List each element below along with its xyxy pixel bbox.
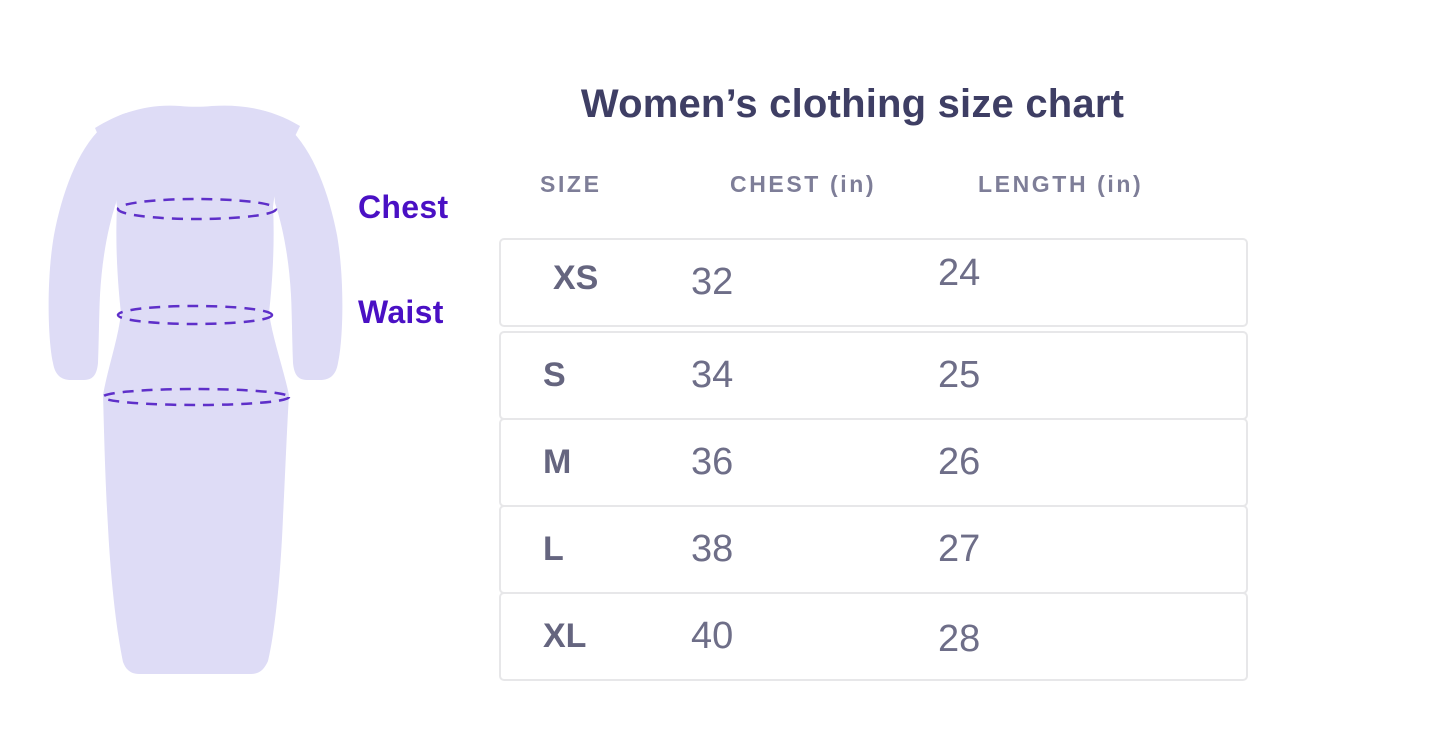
- column-header-size: SIZE: [540, 171, 602, 197]
- table-header-row: SIZE CHEST (in) LENGTH (in): [499, 171, 1248, 201]
- length-cell: 24: [938, 252, 981, 294]
- chest-cell: 40: [691, 615, 734, 657]
- chest-measurement-ellipse: [116, 197, 278, 221]
- dress-right-sleeve: [264, 113, 343, 380]
- hip-measurement-ellipse: [101, 387, 291, 407]
- dress-left-sleeve: [48, 113, 126, 380]
- length-cell: 28: [938, 618, 981, 660]
- length-cell: 26: [938, 441, 981, 483]
- waist-measurement-ellipse: [116, 304, 274, 326]
- chest-cell: 32: [691, 261, 734, 303]
- table-row-xl: XL 40 28: [499, 592, 1248, 681]
- dress-diagram: [48, 105, 343, 675]
- table-row-xs: XS 32 24: [499, 238, 1248, 327]
- waist-label: Waist: [358, 294, 444, 330]
- table-row-m: M 36 26: [499, 418, 1248, 507]
- table-row-s: S 34 25: [499, 331, 1248, 420]
- size-cell: M: [543, 443, 572, 481]
- chest-label: Chest: [358, 189, 449, 225]
- table-row-l: L 38 27: [499, 505, 1248, 594]
- size-cell: XL: [543, 617, 587, 655]
- size-table: XS 32 24 S 34 25 M 36 26 L 38 27 XL 40 2…: [499, 238, 1248, 681]
- chest-cell: 34: [691, 354, 734, 396]
- length-cell: 27: [938, 528, 981, 570]
- size-cell: L: [543, 530, 564, 568]
- column-header-chest: CHEST (in): [730, 171, 877, 197]
- chest-cell: 36: [691, 441, 734, 483]
- dress-silhouette: [95, 105, 300, 675]
- size-cell: S: [543, 356, 566, 394]
- length-cell: 25: [938, 354, 981, 396]
- column-header-length: LENGTH (in): [978, 171, 1144, 197]
- chest-cell: 38: [691, 528, 734, 570]
- size-cell: XS: [553, 259, 599, 297]
- page-title: Women’s clothing size chart: [580, 82, 1125, 126]
